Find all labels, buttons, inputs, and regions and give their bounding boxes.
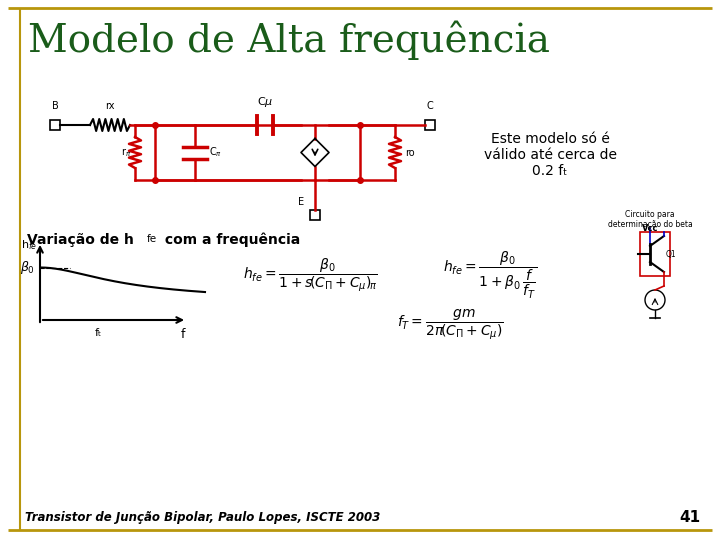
- Text: 41: 41: [679, 510, 700, 525]
- Text: fₜ: fₜ: [95, 328, 102, 338]
- Text: Variação de h: Variação de h: [27, 233, 134, 247]
- Text: Este modelo só é
válido até cerca de
0.2 fₜ: Este modelo só é válido até cerca de 0.2…: [484, 132, 616, 178]
- Text: com a frequência: com a frequência: [160, 233, 300, 247]
- Text: E: E: [298, 197, 304, 207]
- Text: B: B: [52, 101, 58, 111]
- Text: C$_\pi$: C$_\pi$: [209, 146, 222, 159]
- Text: Vcc: Vcc: [642, 224, 658, 233]
- Text: Modelo de Alta frequência: Modelo de Alta frequência: [28, 20, 550, 60]
- Text: Circuito para
determinação do beta: Circuito para determinação do beta: [608, 210, 693, 230]
- Text: $h_{fe} = \dfrac{\beta_0}{1+s\!\left(C_\Pi+C_\mu\right)_{\!\pi}}$: $h_{fe} = \dfrac{\beta_0}{1+s\!\left(C_\…: [243, 256, 377, 294]
- Text: C$\mu$: C$\mu$: [257, 95, 273, 109]
- Bar: [310, 210, 320, 220]
- Text: ro: ro: [405, 147, 415, 158]
- Bar: [50, 120, 60, 130]
- Text: $\beta_0$: $\beta_0$: [20, 259, 35, 276]
- Text: r$_\pi$: r$_\pi$: [121, 146, 131, 159]
- Text: Q1: Q1: [666, 249, 677, 259]
- Text: rx: rx: [105, 101, 114, 111]
- Bar: [640, 232, 670, 276]
- Text: Transistor de Junção Bipolar, Paulo Lopes, ISCTE 2003: Transistor de Junção Bipolar, Paulo Lope…: [25, 511, 380, 524]
- Text: C: C: [427, 101, 433, 111]
- Text: $h_{fe} = \dfrac{\beta_0}{1+\beta_0\,\dfrac{f}{f_T}}$: $h_{fe} = \dfrac{\beta_0}{1+\beta_0\,\df…: [443, 249, 537, 301]
- Text: fe: fe: [147, 234, 157, 244]
- Text: h$_{fe}$: h$_{fe}$: [21, 238, 37, 252]
- Bar: [425, 120, 435, 130]
- Text: f: f: [181, 328, 185, 341]
- Text: $f_T = \dfrac{gm}{2\pi\!\left(C_\Pi+C_\mu\right)}$: $f_T = \dfrac{gm}{2\pi\!\left(C_\Pi+C_\m…: [397, 308, 503, 342]
